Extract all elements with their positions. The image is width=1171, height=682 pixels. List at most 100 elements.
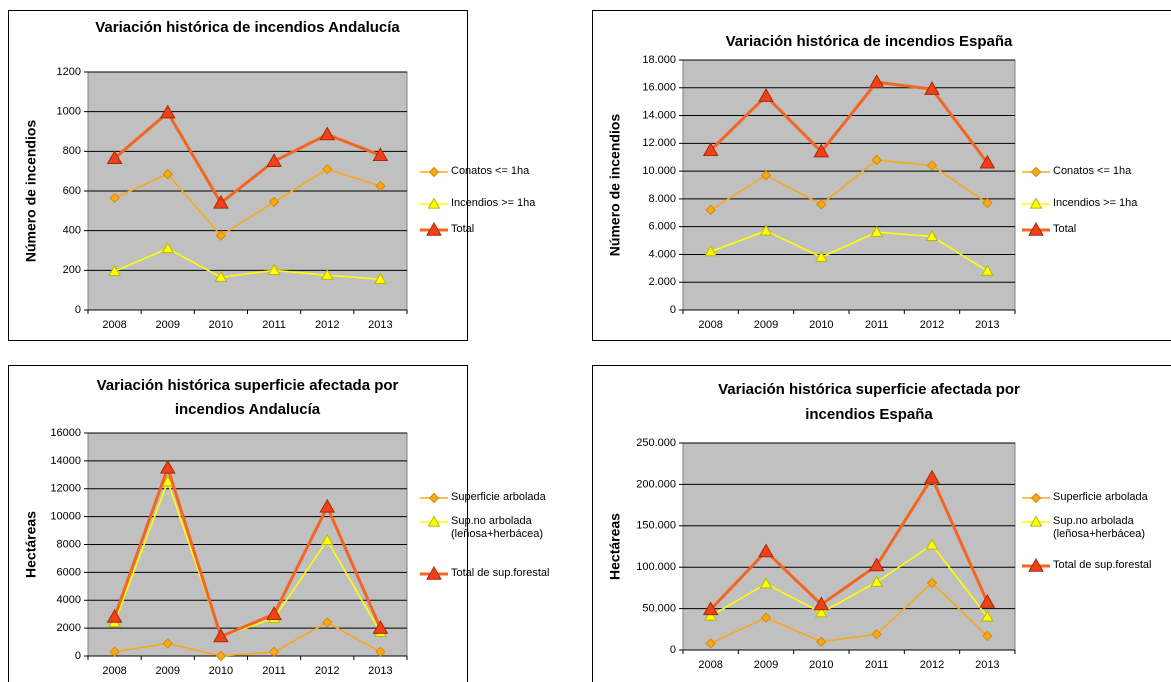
legend-label: Superficie arbolada xyxy=(1053,491,1148,503)
point-marker xyxy=(106,150,123,165)
series-line xyxy=(114,168,381,237)
x-tick-label: 2011 xyxy=(262,319,286,331)
legend-label: Total xyxy=(1053,223,1077,235)
chart: Variación histórica de incendios España N… xyxy=(592,10,1171,341)
y-tick-label: 4.000 xyxy=(648,248,676,260)
series-line xyxy=(710,229,988,272)
y-tick-label: 600 xyxy=(63,185,81,197)
point-marker xyxy=(1029,515,1043,527)
x-tick-label: 2013 xyxy=(368,319,392,331)
x-tick-label: 2011 xyxy=(262,665,286,677)
legend-label: Superficie arbolada xyxy=(451,491,546,503)
point-marker xyxy=(159,459,176,474)
legend-entry: Superficie arbolada xyxy=(451,491,546,503)
chart-title: Variación histórica superficie afectada … xyxy=(97,377,399,394)
legend-entry: Total xyxy=(1053,223,1077,235)
point-marker xyxy=(266,153,282,167)
y-tick-label: 2.000 xyxy=(648,276,676,288)
plot-area xyxy=(682,442,1016,651)
x-tick-label: 2008 xyxy=(698,659,722,671)
y-tick-label: 200 xyxy=(63,264,81,276)
legend-label: Incendios >= 1ha xyxy=(451,197,536,209)
point-marker xyxy=(428,492,440,504)
point-marker xyxy=(924,469,940,484)
point-marker xyxy=(702,142,719,157)
x-tick-label: 2010 xyxy=(209,665,233,677)
point-marker xyxy=(1030,166,1042,178)
point-marker xyxy=(426,221,442,236)
point-marker xyxy=(870,575,884,587)
series-line xyxy=(710,581,988,645)
y-tick-label: 8.000 xyxy=(648,193,676,205)
x-tick-label: 2011 xyxy=(865,659,889,671)
y-tick-label: 200.000 xyxy=(636,478,676,490)
point-marker xyxy=(1030,492,1042,504)
point-marker xyxy=(159,104,176,119)
point-marker xyxy=(871,629,882,640)
point-marker xyxy=(266,606,282,620)
point-marker xyxy=(108,264,121,276)
legend-label: Incendios >= 1ha xyxy=(1053,197,1138,209)
point-marker xyxy=(320,268,334,280)
y-tick-label: 0 xyxy=(75,650,81,662)
x-tick-label: 2012 xyxy=(920,659,944,671)
point-marker xyxy=(162,638,173,649)
series-line xyxy=(113,110,381,206)
point-marker xyxy=(925,229,939,242)
y-tick-label: 2000 xyxy=(57,622,81,634)
point-marker xyxy=(1029,197,1043,209)
point-marker xyxy=(816,199,827,210)
y-tick-label: 14.000 xyxy=(642,109,676,121)
point-marker xyxy=(816,636,827,647)
series-line xyxy=(114,247,381,281)
point-marker xyxy=(268,646,280,658)
point-marker xyxy=(162,168,173,180)
x-tick-label: 2010 xyxy=(809,659,833,671)
legend-entry: Total xyxy=(451,223,475,235)
point-marker xyxy=(372,147,389,162)
legend-label: Total de sup.forestal xyxy=(1053,559,1152,571)
x-tick-label: 2008 xyxy=(102,319,126,331)
point-marker xyxy=(374,272,387,284)
y-tick-label: 10.000 xyxy=(642,165,676,177)
x-tick-label: 2008 xyxy=(698,319,722,331)
point-marker xyxy=(106,608,123,623)
point-marker xyxy=(758,543,774,558)
point-marker xyxy=(1028,221,1044,236)
x-tick-label: 2012 xyxy=(315,665,339,677)
point-marker xyxy=(1028,557,1044,572)
point-marker xyxy=(705,204,716,216)
point-marker xyxy=(322,163,333,175)
y-tick-label: 150.000 xyxy=(636,520,676,532)
series-line xyxy=(710,543,988,618)
legend-entry: Total de sup.forestal xyxy=(451,567,549,579)
series-line xyxy=(113,463,382,639)
y-tick-label: 14000 xyxy=(50,455,81,467)
point-marker xyxy=(704,609,718,621)
legend-entry: Conatos <= 1ha xyxy=(451,165,529,177)
point-marker xyxy=(704,245,718,257)
y-axis-label: Hectáreas xyxy=(23,511,39,578)
y-tick-label: 6000 xyxy=(57,566,81,578)
x-tick-label: 2010 xyxy=(209,319,233,331)
chart-title: Variación histórica superficie afectada … xyxy=(718,381,1020,398)
legend-label: Total xyxy=(451,223,475,235)
point-marker xyxy=(758,88,774,102)
y-tick-label: 100.000 xyxy=(636,561,676,573)
point-marker xyxy=(925,538,939,550)
x-tick-label: 2010 xyxy=(809,319,833,331)
y-tick-label: 6.000 xyxy=(648,221,676,233)
point-marker xyxy=(813,143,830,158)
x-tick-label: 2009 xyxy=(156,319,180,331)
y-tick-label: 1000 xyxy=(57,106,81,118)
point-marker xyxy=(427,515,441,527)
point-marker xyxy=(109,646,120,658)
y-axis-label: Número de incendios xyxy=(607,114,623,257)
x-tick-label: 2009 xyxy=(754,659,778,671)
x-tick-label: 2009 xyxy=(754,319,778,331)
point-marker xyxy=(319,126,336,141)
point-marker xyxy=(267,263,281,275)
point-marker xyxy=(268,196,280,208)
